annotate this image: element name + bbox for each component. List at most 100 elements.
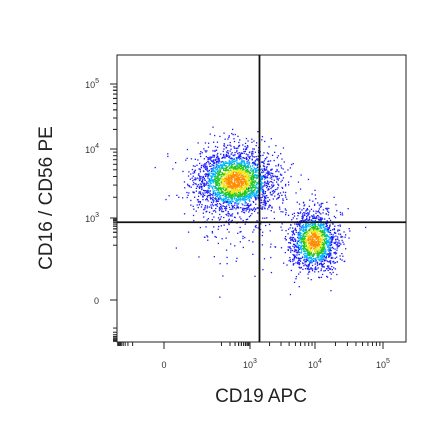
data-point xyxy=(228,171,231,174)
data-point xyxy=(305,243,307,245)
data-point xyxy=(315,252,317,254)
data-point xyxy=(321,218,324,220)
data-point xyxy=(214,194,216,196)
data-point xyxy=(228,223,230,226)
data-point xyxy=(233,175,236,178)
data-point xyxy=(247,166,249,168)
data-point xyxy=(225,179,227,182)
data-point xyxy=(313,216,315,218)
data-point xyxy=(247,165,249,167)
data-point xyxy=(245,196,247,198)
data-point xyxy=(183,213,186,215)
data-point xyxy=(259,179,262,181)
data-point xyxy=(212,165,214,167)
data-point xyxy=(243,187,245,189)
data-point xyxy=(247,171,249,173)
data-point xyxy=(234,179,236,181)
data-point xyxy=(287,214,290,216)
data-point xyxy=(293,233,296,236)
data-point xyxy=(255,203,257,205)
data-point xyxy=(243,168,245,171)
data-point xyxy=(198,204,200,206)
data-point xyxy=(256,175,258,177)
data-point xyxy=(212,188,214,190)
data-point xyxy=(239,165,241,167)
data-point xyxy=(220,207,223,209)
data-point xyxy=(328,217,330,220)
data-point xyxy=(308,250,311,252)
data-point xyxy=(316,229,318,231)
data-point xyxy=(229,155,231,157)
data-point xyxy=(261,193,263,196)
data-point xyxy=(207,218,209,220)
data-point xyxy=(325,253,328,255)
data-point xyxy=(268,186,271,188)
data-point xyxy=(310,235,312,238)
data-point xyxy=(321,264,323,266)
data-point xyxy=(215,180,217,182)
data-point xyxy=(240,171,243,174)
data-point xyxy=(325,250,327,252)
data-point xyxy=(260,186,262,188)
data-point xyxy=(253,189,255,192)
data-point xyxy=(293,233,295,235)
data-point xyxy=(207,184,209,187)
data-point xyxy=(224,167,226,170)
data-point xyxy=(263,201,265,204)
data-point xyxy=(257,150,260,152)
data-point xyxy=(244,187,246,190)
data-point xyxy=(226,194,228,196)
data-point xyxy=(326,276,329,278)
data-point xyxy=(215,149,218,151)
data-point xyxy=(320,213,322,215)
data-point xyxy=(319,217,322,219)
data-point xyxy=(260,178,262,180)
data-point xyxy=(192,165,195,167)
data-point xyxy=(304,260,307,263)
data-point xyxy=(278,171,280,173)
data-point xyxy=(304,241,306,244)
data-point xyxy=(281,158,283,160)
data-point xyxy=(252,193,254,195)
data-point xyxy=(225,147,227,149)
data-point xyxy=(311,224,313,226)
data-point xyxy=(260,182,262,185)
data-point xyxy=(232,168,234,170)
data-point xyxy=(315,218,317,220)
data-point xyxy=(216,175,219,178)
data-point xyxy=(251,151,253,153)
data-point xyxy=(338,240,340,242)
data-point xyxy=(223,167,225,169)
data-point xyxy=(201,164,203,166)
data-point xyxy=(318,251,320,253)
data-point xyxy=(241,203,243,205)
data-point xyxy=(244,179,246,181)
data-point xyxy=(327,241,329,243)
data-point xyxy=(309,261,311,263)
data-point xyxy=(216,199,218,202)
data-point xyxy=(309,247,312,249)
data-point xyxy=(237,181,239,183)
data-point xyxy=(317,233,319,236)
data-point xyxy=(303,232,306,235)
data-point xyxy=(249,194,251,196)
data-point xyxy=(200,176,202,178)
data-point xyxy=(321,273,324,276)
data-point xyxy=(326,260,328,262)
data-point xyxy=(305,228,307,231)
data-point xyxy=(254,162,256,164)
data-point xyxy=(234,168,236,170)
data-point xyxy=(220,153,222,155)
data-point xyxy=(248,157,251,159)
data-point xyxy=(228,164,230,166)
data-point xyxy=(206,191,208,194)
data-point xyxy=(222,161,224,163)
data-point xyxy=(322,257,324,259)
data-point xyxy=(231,194,233,196)
data-point xyxy=(302,256,304,259)
data-point xyxy=(280,167,283,169)
data-point xyxy=(302,233,304,235)
data-point xyxy=(206,205,208,207)
data-point xyxy=(218,183,220,185)
data-point xyxy=(310,260,312,262)
